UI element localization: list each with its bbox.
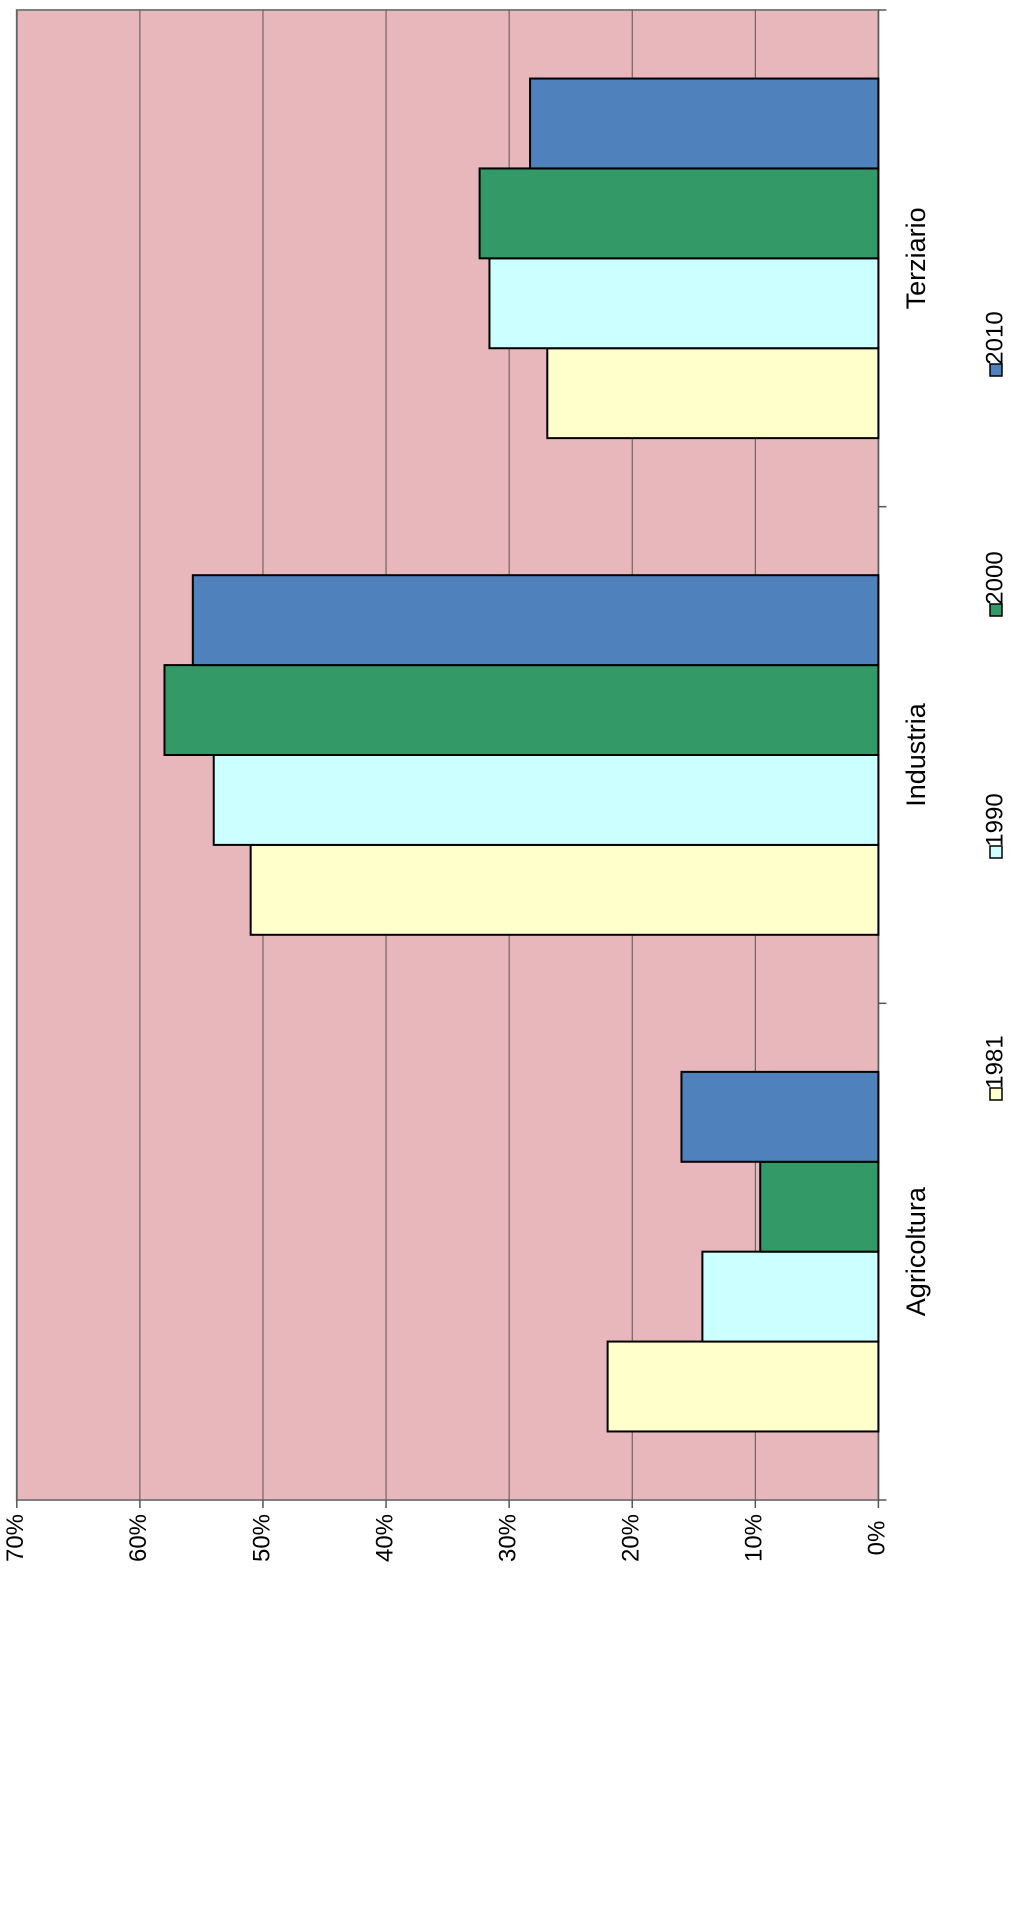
y-tick-label: 0% (864, 1521, 891, 1556)
y-tick-label: 30% (494, 1514, 521, 1562)
bar (249, 843, 880, 936)
bar (529, 77, 880, 170)
legend-label: 2010 (981, 311, 1008, 364)
bar (478, 167, 880, 260)
bar (606, 1340, 880, 1433)
bar (546, 347, 880, 440)
bar (488, 257, 880, 350)
bar (191, 574, 880, 667)
bar (163, 664, 880, 756)
legend-swatch (989, 603, 1003, 617)
legend-swatch (989, 363, 1003, 377)
y-tick-label: 50% (248, 1514, 275, 1562)
y-tick-label: 70% (2, 1514, 29, 1562)
y-tick-label: 20% (618, 1514, 645, 1562)
legend-swatch (989, 845, 1003, 859)
y-tick-label: 60% (125, 1514, 152, 1562)
y-tick-label: 10% (741, 1514, 768, 1562)
bar (759, 1160, 880, 1253)
bar (212, 754, 880, 846)
x-tick-label: Terziario (901, 207, 931, 309)
bar (701, 1250, 880, 1343)
y-tick-label: 40% (371, 1514, 398, 1562)
legend-swatch (989, 1087, 1003, 1101)
x-tick-label: Industria (901, 702, 931, 807)
legend-label: 1990 (981, 793, 1008, 846)
legend-label: 1981 (981, 1035, 1008, 1088)
bar (680, 1070, 880, 1163)
x-tick-label: Agricoltura (901, 1186, 931, 1316)
legend-label: 2000 (981, 551, 1008, 604)
